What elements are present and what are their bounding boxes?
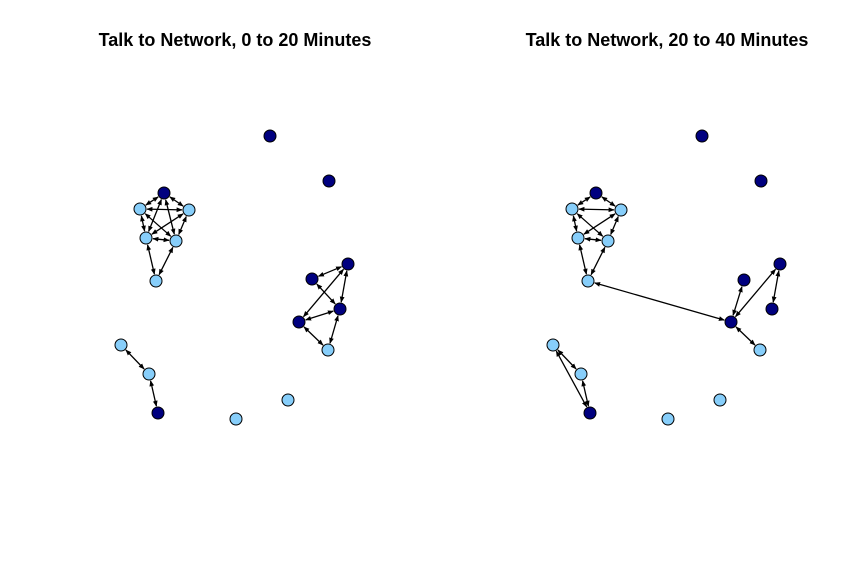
edge — [151, 213, 184, 235]
edge — [125, 349, 145, 370]
node-light — [571, 231, 585, 245]
edge — [305, 310, 334, 321]
node-light — [281, 393, 295, 407]
panel-title-right: Talk to Network, 20 to 40 Minutes — [526, 30, 809, 50]
node-dark — [305, 272, 319, 286]
edge — [164, 199, 176, 235]
panel-left: Talk to Network, 0 to 20 Minutes — [99, 30, 372, 426]
node-light — [133, 202, 147, 216]
node-dark — [341, 257, 355, 271]
node-light — [149, 274, 163, 288]
edge — [145, 196, 159, 206]
edge — [158, 246, 174, 276]
node-light — [182, 203, 196, 217]
node-dark — [583, 406, 597, 420]
edge — [581, 380, 590, 407]
edge — [339, 270, 349, 303]
edge — [771, 270, 781, 303]
node-light — [565, 202, 579, 216]
panel-title-left: Talk to Network, 0 to 20 Minutes — [99, 30, 372, 50]
edge — [316, 283, 336, 305]
node-dark — [724, 315, 738, 329]
edge — [572, 215, 578, 232]
edge — [583, 213, 616, 235]
node-light — [713, 393, 727, 407]
node-dark — [737, 273, 751, 287]
edge — [149, 380, 158, 407]
edge — [735, 326, 756, 346]
edge — [140, 215, 146, 232]
edge — [329, 315, 339, 344]
node-light — [114, 338, 128, 352]
edge — [146, 206, 183, 213]
node-light — [753, 343, 767, 357]
edge — [152, 236, 170, 243]
node-light — [139, 231, 153, 245]
node-dark — [263, 129, 277, 143]
node-light — [229, 412, 243, 426]
node-light — [661, 412, 675, 426]
node-dark — [322, 174, 336, 188]
node-dark — [157, 186, 171, 200]
nodes-left — [114, 129, 355, 426]
node-dark — [292, 315, 306, 329]
edge — [594, 282, 725, 321]
edges-right — [555, 196, 781, 408]
node-dark — [754, 174, 768, 188]
nodes-right — [546, 129, 787, 426]
node-dark — [773, 257, 787, 271]
node-light — [581, 274, 595, 288]
node-light — [169, 234, 183, 248]
edge — [555, 350, 588, 408]
edge — [590, 246, 606, 276]
node-light — [546, 338, 560, 352]
node-dark — [695, 129, 709, 143]
node-dark — [151, 406, 165, 420]
node-light — [601, 234, 615, 248]
panel-right: Talk to Network, 20 to 40 Minutes — [526, 30, 809, 426]
edge — [601, 196, 616, 207]
edge — [169, 196, 184, 207]
edge — [735, 268, 776, 318]
node-light — [321, 343, 335, 357]
node-dark — [765, 302, 779, 316]
node-light — [614, 203, 628, 217]
node-dark — [333, 302, 347, 316]
edge — [303, 326, 324, 346]
edges-left — [125, 196, 349, 407]
node-light — [574, 367, 588, 381]
edge — [584, 236, 602, 243]
edge — [578, 206, 615, 213]
node-dark — [589, 186, 603, 200]
edge — [610, 215, 619, 236]
edge — [577, 196, 591, 206]
edge — [178, 215, 187, 236]
edge — [578, 244, 588, 275]
edge — [146, 244, 156, 275]
node-light — [142, 367, 156, 381]
